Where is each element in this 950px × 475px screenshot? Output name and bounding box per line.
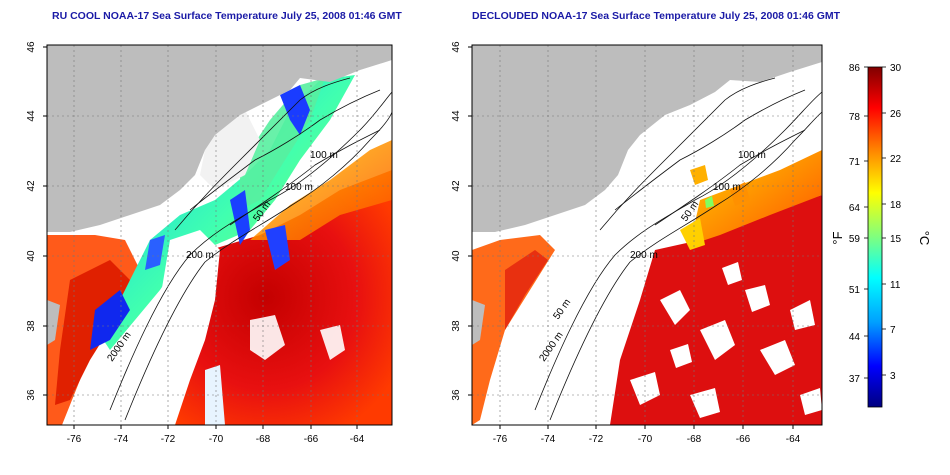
celsius-tick: 7 [890, 325, 896, 336]
lat-tick-label: 44 [26, 110, 37, 122]
left-map-title: RU COOL NOAA-17 Sea Surface Temperature … [52, 10, 402, 22]
lon-tick-label: -68 [256, 434, 271, 445]
lat-tick-label: 38 [451, 320, 462, 332]
celsius-tick: 15 [890, 234, 902, 245]
lat-tick-label: 36 [26, 389, 37, 401]
lon-tick-label: -72 [589, 434, 604, 445]
temperature-colorbar [867, 66, 883, 408]
lon-tick-label: -64 [786, 434, 801, 445]
lon-tick-label: -74 [114, 434, 129, 445]
fahrenheit-unit-label: °F [830, 231, 845, 244]
right-sst-map: 100 m 100 m 50 m 200 m 50 m 2000 m [472, 45, 822, 425]
lon-tick-label: -64 [350, 434, 365, 445]
celsius-tick: 30 [890, 63, 902, 74]
contour-label: 100 m [738, 150, 766, 161]
lon-tick-label: -74 [541, 434, 556, 445]
contour-label: 200 m [630, 250, 658, 261]
right-map-title: DECLOUDED NOAA-17 Sea Surface Temperatur… [472, 10, 841, 22]
lon-tick-label: -66 [304, 434, 319, 445]
celsius-tick: 26 [890, 109, 902, 120]
lon-tick-label: -70 [638, 434, 653, 445]
contour-label: 100 m [285, 182, 313, 193]
celsius-tick: 3 [890, 371, 896, 382]
fahrenheit-tick: 71 [849, 157, 861, 168]
fahrenheit-tick: 51 [849, 285, 861, 296]
fahrenheit-tick: 78 [849, 112, 861, 123]
contour-label: 100 m [713, 182, 741, 193]
lon-tick-label: -66 [736, 434, 751, 445]
lat-tick-label: 42 [26, 180, 37, 192]
lat-tick-label: 40 [451, 250, 462, 262]
fahrenheit-tick: 59 [849, 234, 861, 245]
lat-tick-label: 38 [26, 320, 37, 332]
lon-tick-label: -70 [209, 434, 224, 445]
lat-tick-label: 46 [26, 41, 37, 53]
celsius-unit-label: °C [917, 231, 932, 246]
lat-tick-label: 44 [451, 110, 462, 122]
lat-tick-label: 42 [451, 180, 462, 192]
celsius-tick: 11 [890, 280, 901, 291]
contour-label: 100 m [310, 150, 338, 161]
left-sst-map: 100 m 100 m 50 m 200 m 2000 m [47, 45, 392, 425]
lat-tick-label: 36 [451, 389, 462, 401]
celsius-tick: 22 [890, 154, 902, 165]
fahrenheit-tick: 37 [849, 374, 861, 385]
lon-tick-label: -76 [67, 434, 82, 445]
lon-tick-label: -68 [687, 434, 702, 445]
fahrenheit-tick: 64 [849, 203, 861, 214]
celsius-tick: 18 [890, 200, 902, 211]
lat-tick-label: 46 [451, 41, 462, 53]
lon-tick-label: -72 [161, 434, 176, 445]
fahrenheit-tick: 86 [849, 63, 861, 74]
left-map-frame [46, 44, 393, 426]
fahrenheit-tick: 44 [849, 332, 861, 343]
contour-label: 200 m [186, 250, 214, 261]
lon-tick-label: -76 [493, 434, 508, 445]
right-map-frame [471, 44, 823, 426]
lat-tick-label: 40 [26, 250, 37, 262]
